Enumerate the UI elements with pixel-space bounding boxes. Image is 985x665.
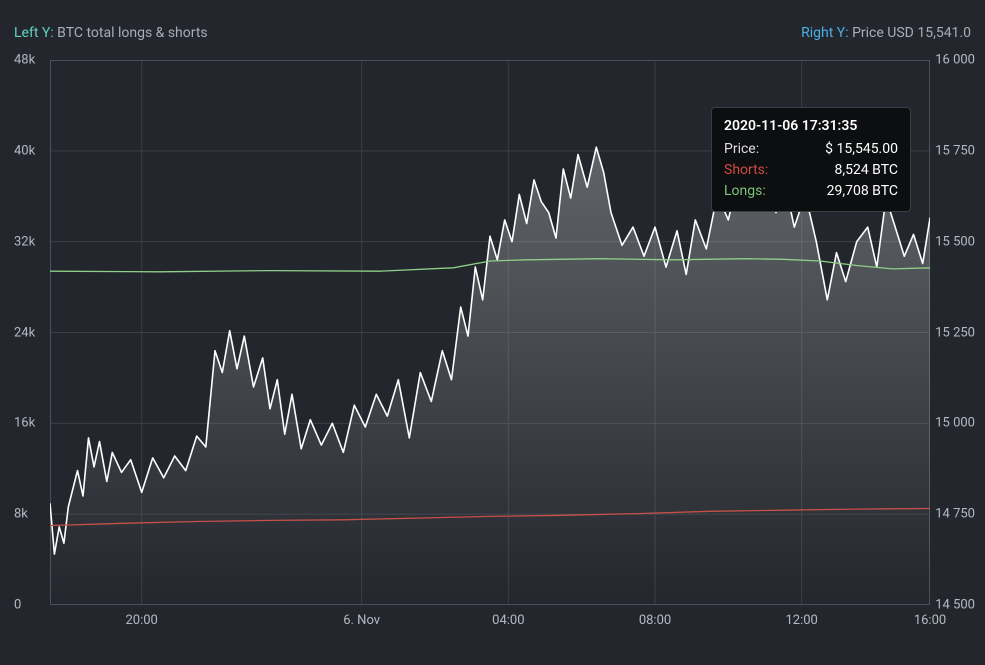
y-left-tick: 24k xyxy=(14,325,48,340)
x-tick: 04:00 xyxy=(492,613,524,628)
tooltip-longs-label: Longs: xyxy=(724,181,766,202)
y-right-tick: 15 500 xyxy=(925,234,975,249)
tooltip-row-shorts: Shorts: 8,524 BTC xyxy=(724,160,898,181)
y-right-tick: 15 250 xyxy=(925,325,975,340)
y-left-tick: 16k xyxy=(14,416,48,431)
y-left-tick: 32k xyxy=(14,234,48,249)
x-tick: 20:00 xyxy=(125,613,157,628)
tooltip-shorts-value: 8,524 BTC xyxy=(834,160,898,181)
tooltip-price-label: Price: xyxy=(724,139,759,160)
tooltip-longs-value: 29,708 BTC xyxy=(827,181,898,202)
right-axis-label: Right Y: xyxy=(801,25,848,41)
y-right-tick: 14 500 xyxy=(925,598,975,613)
right-axis-value: Price USD 15,541.0 xyxy=(852,25,971,41)
tooltip-timestamp: 2020-11-06 17:31:35 xyxy=(724,116,898,137)
y-right-tick: 14 750 xyxy=(925,507,975,522)
chart-header: Left Y: BTC total longs & shorts Right Y… xyxy=(14,25,971,41)
tooltip-row-price: Price: $ 15,545.00 xyxy=(724,139,898,160)
chart-tooltip: 2020-11-06 17:31:35 Price: $ 15,545.00 S… xyxy=(711,107,911,212)
y-left-tick: 8k xyxy=(14,507,48,522)
y-right-tick: 15 750 xyxy=(925,143,975,158)
left-axis-value: BTC total longs & shorts xyxy=(57,25,207,41)
y-left-tick: 40k xyxy=(14,143,48,158)
tooltip-shorts-label: Shorts: xyxy=(724,160,768,181)
y-left-tick: 0 xyxy=(14,598,48,613)
right-axis-title: Right Y: Price USD 15,541.0 xyxy=(801,25,971,41)
y-right-tick: 15 000 xyxy=(925,416,975,431)
tooltip-row-longs: Longs: 29,708 BTC xyxy=(724,181,898,202)
left-axis-title: Left Y: BTC total longs & shorts xyxy=(14,25,208,41)
x-tick: 6. Nov xyxy=(343,613,380,628)
tooltip-price-value: $ 15,545.00 xyxy=(825,139,898,160)
x-tick: 16:00 xyxy=(914,613,946,628)
y-left-tick: 48k xyxy=(14,53,48,68)
x-tick: 08:00 xyxy=(639,613,671,628)
x-tick: 12:00 xyxy=(785,613,817,628)
y-right-tick: 16 000 xyxy=(925,53,975,68)
left-axis-label: Left Y: xyxy=(14,25,54,41)
